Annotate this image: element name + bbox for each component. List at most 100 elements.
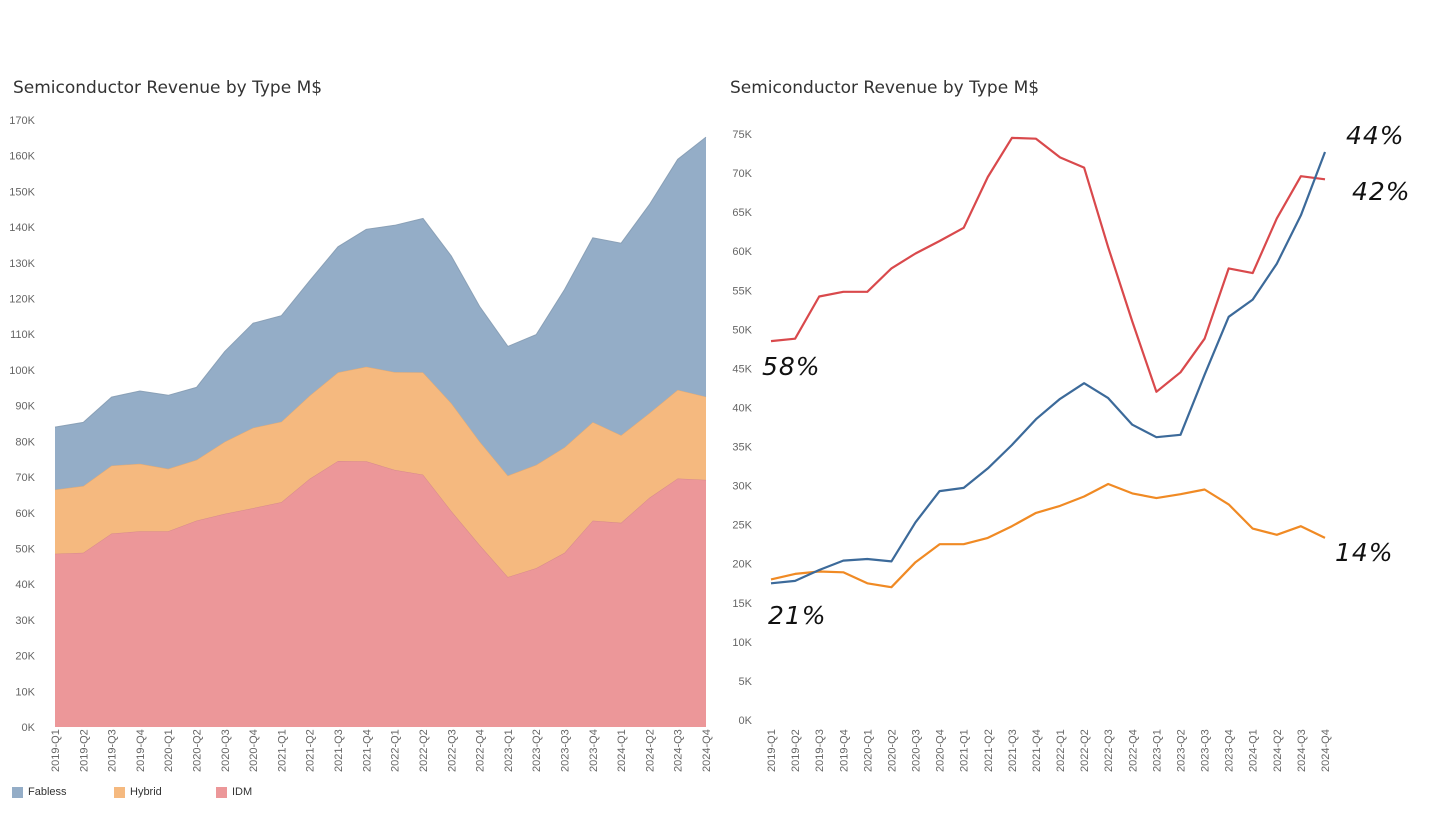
left-x-tick-label: 2020-Q1: [163, 729, 175, 772]
left-y-tick-label: 140K: [9, 222, 35, 234]
right-x-tick-label: 2019-Q2: [790, 729, 802, 772]
right-x-tick-label: 2019-Q3: [814, 729, 826, 772]
right-x-tick-label: 2023-Q2: [1175, 729, 1187, 772]
right-y-tick-label: 30K: [732, 481, 752, 493]
left-y-tick-label: 130K: [9, 258, 35, 270]
left-y-tick-label: 50K: [15, 543, 35, 555]
left-y-tick-label: 170K: [9, 115, 35, 127]
left-x-tick-label: 2024-Q4: [701, 729, 713, 772]
area-hybrid: [55, 366, 706, 577]
legend-swatch-idm: [216, 786, 227, 798]
right-x-tick-label: 2024-Q1: [1248, 729, 1260, 772]
left-y-tick-label: 110K: [10, 329, 36, 341]
right-y-tick-label: 0K: [739, 715, 753, 727]
left-x-tick-label: 2020-Q3: [220, 729, 232, 772]
left-y-tick-label: 120K: [9, 294, 35, 306]
right-x-tick-label: 2020-Q2: [886, 729, 898, 772]
right-x-tick-label: 2021-Q2: [983, 729, 995, 772]
left-y-tick-label: 70K: [15, 472, 35, 484]
left-y-tick-label: 60K: [15, 508, 35, 520]
right-y-tick-label: 60K: [732, 246, 752, 258]
left-x-tick-label: 2023-Q4: [588, 729, 600, 772]
left-x-tick-label: 2020-Q4: [248, 729, 260, 772]
left-x-tick-label: 2023-Q3: [559, 729, 571, 772]
left-x-tick-label: 2021-Q4: [361, 729, 373, 772]
series-line-orange: [770, 482, 1326, 589]
right-x-tick-label: 2024-Q2: [1272, 729, 1284, 772]
percent-annotation: 44%: [1346, 121, 1405, 150]
left-y-tick-label: 90K: [15, 401, 35, 413]
right-x-tick-label: 2020-Q3: [911, 729, 923, 772]
left-x-tick-label: 2022-Q2: [418, 729, 430, 772]
legend: Fabless Hybrid IDM: [12, 786, 318, 798]
legend-label-idm: IDM: [232, 786, 253, 798]
legend-item-idm[interactable]: IDM: [216, 786, 318, 798]
left-y-tick-label: 10K: [15, 686, 35, 698]
right-y-tick-label: 15K: [732, 598, 752, 610]
left-y-tick-label: 160K: [9, 151, 35, 163]
right-y-tick-label: 25K: [732, 520, 752, 532]
left-x-tick-label: 2022-Q1: [390, 729, 402, 772]
left-y-tick-label: 30K: [15, 615, 35, 627]
left-x-tick-label: 2019-Q4: [135, 729, 147, 772]
left-x-tick-label: 2022-Q3: [446, 729, 458, 772]
left-y-tick-label: 80K: [15, 436, 35, 448]
right-x-tick-label: 2024-Q4: [1320, 729, 1332, 772]
area-edge-fabless: [54, 136, 707, 428]
area-idm: [55, 461, 706, 727]
legend-swatch-hybrid: [114, 786, 125, 798]
percent-annotation: 58%: [762, 352, 821, 381]
right-y-tick-label: 5K: [739, 676, 753, 688]
left-y-tick-label: 100K: [9, 365, 35, 377]
series-line-red: [770, 136, 1326, 393]
right-x-tick-label: 2023-Q1: [1151, 729, 1163, 772]
percent-annotation: 14%: [1335, 538, 1394, 567]
left-x-tick-label: 2021-Q1: [276, 729, 288, 772]
right-y-tick-label: 70K: [732, 168, 752, 180]
right-x-tick-label: 2022-Q2: [1079, 729, 1091, 772]
area-fabless: [55, 137, 706, 490]
right-x-tick-label: 2023-Q3: [1200, 729, 1212, 772]
legend-item-hybrid[interactable]: Hybrid: [114, 786, 216, 798]
right-y-tick-label: 50K: [732, 324, 752, 336]
right-x-tick-label: 2022-Q1: [1055, 729, 1067, 772]
right-x-tick-label: 2019-Q4: [838, 729, 850, 772]
right-x-tick-label: 2021-Q4: [1031, 729, 1043, 772]
left-x-tick-label: 2024-Q2: [644, 729, 656, 772]
legend-label-fabless: Fabless: [28, 786, 67, 798]
right-x-tick-label: 2022-Q3: [1103, 729, 1115, 772]
right-x-tick-label: 2020-Q4: [935, 729, 947, 772]
right-y-tick-label: 20K: [732, 559, 752, 571]
left-x-tick-label: 2024-Q1: [616, 729, 628, 772]
left-x-tick-label: 2019-Q1: [50, 729, 62, 772]
left-y-tick-label: 0K: [22, 722, 36, 734]
left-y-tick-label: 40K: [15, 579, 35, 591]
right-x-tick-label: 2019-Q1: [766, 729, 778, 772]
right-x-tick-label: 2022-Q4: [1127, 729, 1139, 772]
left-x-tick-label: 2021-Q3: [333, 729, 345, 772]
legend-item-fabless[interactable]: Fabless: [12, 786, 114, 798]
right-x-tick-label: 2023-Q4: [1224, 729, 1236, 772]
right-x-tick-label: 2021-Q1: [959, 729, 971, 772]
right-y-tick-label: 75K: [732, 129, 752, 141]
series-line-blue: [770, 151, 1327, 585]
percent-annotation: 42%: [1352, 177, 1411, 206]
right-y-tick-label: 35K: [732, 442, 752, 454]
right-y-tick-label: 10K: [732, 637, 752, 649]
right-x-tick-label: 2020-Q1: [862, 729, 874, 772]
right-y-tick-label: 45K: [732, 363, 752, 375]
left-x-tick-label: 2021-Q2: [305, 729, 317, 772]
left-x-tick-label: 2020-Q2: [192, 729, 204, 772]
left-x-tick-label: 2019-Q2: [78, 729, 90, 772]
left-x-tick-label: 2019-Q3: [107, 729, 119, 772]
right-y-tick-label: 55K: [732, 285, 752, 297]
right-chart-title: Semiconductor Revenue by Type M$: [730, 78, 1040, 98]
right-x-tick-label: 2021-Q3: [1007, 729, 1019, 772]
percent-annotation: 21%: [768, 601, 827, 630]
right-y-tick-label: 65K: [732, 207, 752, 219]
right-y-tick-label: 40K: [732, 402, 752, 414]
left-y-tick-label: 150K: [9, 186, 35, 198]
legend-label-hybrid: Hybrid: [130, 786, 162, 798]
left-y-tick-label: 20K: [15, 651, 35, 663]
